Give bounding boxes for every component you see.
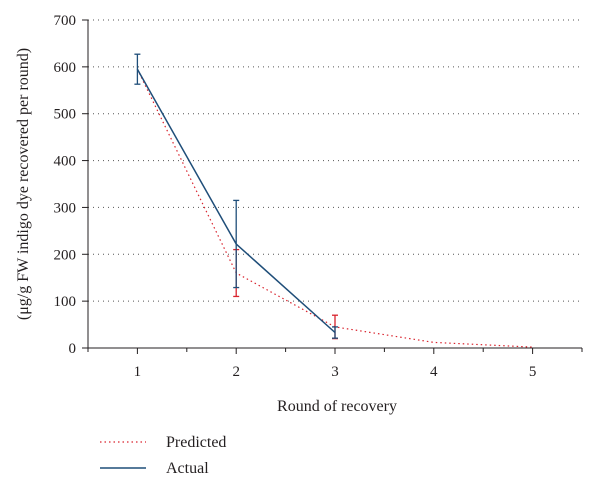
x-tick-label: 3 [331,364,339,380]
y-tick-label: 300 [54,200,77,216]
series-line-predicted [136,68,533,348]
y-tick-label: 100 [54,294,77,310]
x-tick-label: 5 [529,364,537,380]
gridlines [88,19,582,302]
y-tick-group: 0 100 200 300 400 500 600 700 [54,13,88,357]
axes [87,20,582,349]
x-tick-label: 2 [232,364,240,380]
error-bar [134,53,141,85]
y-tick-label: 400 [54,154,77,170]
x-axis-title: Round of recovery [277,398,397,415]
y-tick-label: 0 [69,341,77,357]
series-layer [134,53,533,348]
x-tick-label: 1 [134,364,142,380]
y-tick-label: 500 [54,107,77,123]
legend-predicted-label: Predicted [166,434,226,451]
y-axis-title: (μg/g FW indigo dye recovered per round) [15,48,32,320]
error-bar [332,326,338,339]
series-actual [134,53,338,339]
y-tick-label: 700 [54,13,77,29]
x-tick-label: 4 [430,364,438,380]
y-tick-label: 200 [54,247,77,263]
legend-actual-label: Actual [166,460,209,477]
x-tick-group: 1 2 3 4 5 [87,348,583,380]
series-predicted [136,68,533,348]
y-tick-label: 600 [54,60,77,76]
error-bar [233,199,240,289]
legend: Predicted Actual [100,434,226,477]
